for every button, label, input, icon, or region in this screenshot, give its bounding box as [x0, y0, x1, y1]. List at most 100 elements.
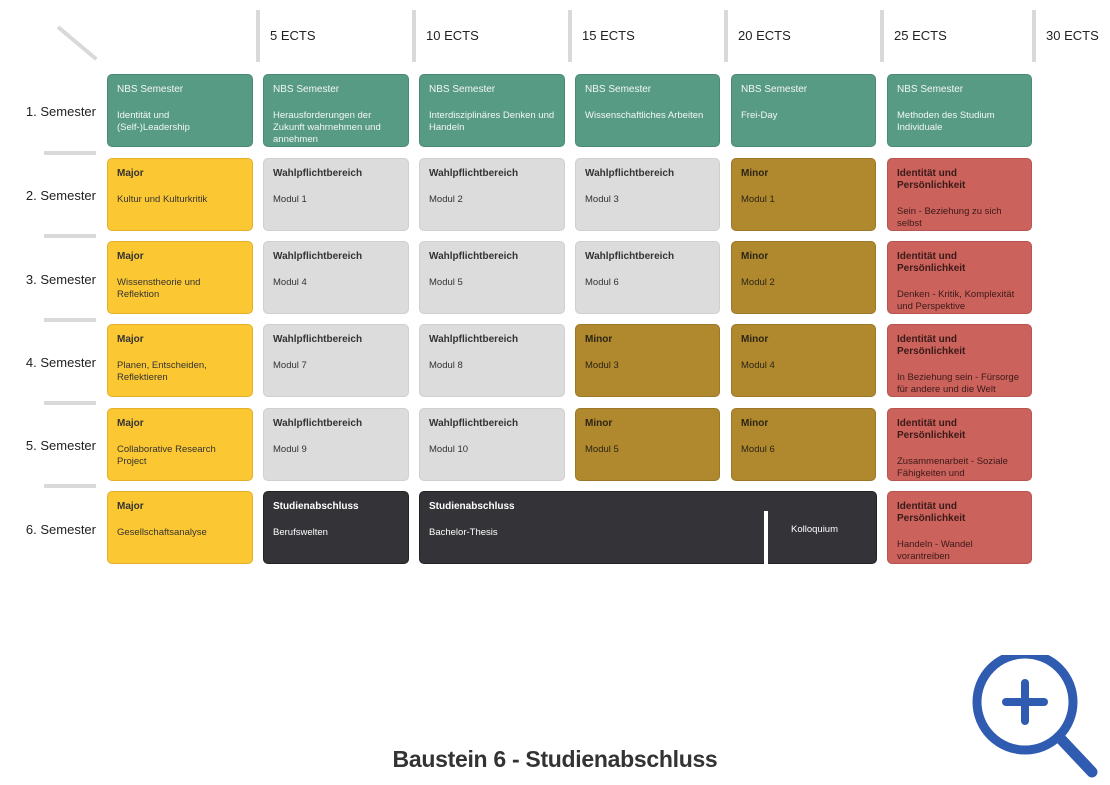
- module-subtitle: Wissenstheorie und Reflektion: [117, 277, 201, 300]
- module-subtitle: Handeln - Wandel vorantreiben: [897, 539, 973, 562]
- module-card[interactable]: Major Wissenstheorie und Reflektion: [107, 241, 253, 314]
- module-subtitle: Modul 7: [273, 360, 307, 371]
- row-separator: [44, 318, 96, 322]
- bachelor-thesis-card[interactable]: Studienabschluss Bachelor-Thesis: [419, 491, 877, 564]
- module-card[interactable]: Wahlpflichtbereich Modul 7: [263, 324, 409, 397]
- module-title: Wahlpflichtbereich: [273, 251, 363, 262]
- module-title: Wahlpflichtbereich: [585, 251, 675, 262]
- module-card[interactable]: Minor Modul 5: [575, 408, 720, 481]
- module-title: Minor: [741, 251, 769, 262]
- row-label-semester-1: 1. Semester: [25, 104, 96, 119]
- ects-header-25: 25 ECTS: [880, 10, 1032, 62]
- module-card[interactable]: Major Kultur und Kulturkritik: [107, 158, 253, 231]
- module-title: NBS Semester: [117, 84, 184, 95]
- module-card[interactable]: Wahlpflichtbereich Modul 2: [419, 158, 565, 231]
- page-title: Baustein 6 - Studienabschluss: [392, 746, 718, 772]
- module-subtitle: Modul 4: [741, 360, 775, 371]
- module-card[interactable]: NBS Semester Interdisziplinäres Denken un…: [419, 74, 565, 147]
- module-card[interactable]: Wahlpflichtbereich Modul 8: [419, 324, 565, 397]
- module-subtitle: Modul 4: [273, 277, 307, 288]
- module-card[interactable]: Wahlpflichtbereich Modul 9: [263, 408, 409, 481]
- module-card[interactable]: Minor Modul 4: [731, 324, 876, 397]
- module-card[interactable]: NBS Semester Frei-Day: [731, 74, 876, 147]
- module-title: Identität und Persönlichkeit: [897, 418, 966, 441]
- module-card[interactable]: Wahlpflichtbereich Modul 1: [263, 158, 409, 231]
- module-subtitle: Wissenschaftliches Arbeiten: [585, 110, 704, 121]
- module-subtitle: Modul 2: [429, 194, 463, 205]
- module-title: Wahlpflichtbereich: [429, 168, 519, 179]
- module-card[interactable]: NBS Semester Methoden des Studium Individ…: [887, 74, 1032, 147]
- module-card[interactable]: Wahlpflichtbereich Modul 10: [419, 408, 565, 481]
- row-separator: [44, 484, 96, 488]
- module-title: Wahlpflichtbereich: [273, 334, 363, 345]
- module-title: Major: [117, 168, 144, 179]
- thesis-divider: [764, 511, 768, 564]
- module-card[interactable]: Studienabschluss Berufswelten: [263, 491, 409, 564]
- module-card[interactable]: Minor Modul 6: [731, 408, 876, 481]
- module-subtitle: Modul 10: [429, 444, 469, 455]
- module-title: Wahlpflichtbereich: [429, 334, 519, 345]
- module-card[interactable]: Wahlpflichtbereich Modul 5: [419, 241, 565, 314]
- module-title: Studienabschluss: [273, 501, 359, 512]
- zoom-button[interactable]: [968, 649, 1103, 780]
- module-card[interactable]: Identität und Persönlichkeit Denken - Kri…: [887, 241, 1032, 314]
- module-card[interactable]: Wahlpflichtbereich Modul 4: [263, 241, 409, 314]
- module-subtitle: Modul 5: [585, 444, 619, 455]
- row-separator: [44, 151, 96, 155]
- module-subtitle: In Beziehung sein - Fürsorge für andere …: [897, 372, 1019, 395]
- module-subtitle: Denken - Kritik, Komplexität und Perspek…: [897, 289, 1015, 312]
- row-label-semester-3: 3. Semester: [25, 272, 96, 287]
- module-subtitle: Zusammenarbeit - Soziale Fähigkeiten und…: [897, 456, 1008, 479]
- module-title: Identität und Persönlichkeit: [897, 251, 966, 274]
- module-title: NBS Semester: [585, 84, 652, 95]
- module-card[interactable]: NBS Semester Identität und (Self-)Leaders…: [107, 74, 253, 147]
- module-subtitle: Modul 6: [585, 277, 619, 288]
- module-title: Major: [117, 251, 144, 262]
- module-title: Identität und Persönlichkeit: [897, 334, 966, 357]
- module-subtitle: Methoden des Studium Individuale: [897, 110, 995, 133]
- module-title: NBS Semester: [273, 84, 340, 95]
- module-card[interactable]: Wahlpflichtbereich Modul 3: [575, 158, 720, 231]
- module-title: Major: [117, 501, 144, 512]
- module-title: NBS Semester: [741, 84, 808, 95]
- module-subtitle: Modul 1: [273, 194, 307, 205]
- module-card[interactable]: Identität und Persönlichkeit In Beziehung…: [887, 324, 1032, 397]
- kolloquium-label[interactable]: Kolloquium: [791, 524, 838, 535]
- module-card[interactable]: Wahlpflichtbereich Modul 6: [575, 241, 720, 314]
- module-subtitle: Modul 1: [741, 194, 775, 205]
- ects-header-10: 10 ECTS: [412, 10, 568, 62]
- module-card[interactable]: Identität und Persönlichkeit Zusammenarbe…: [887, 408, 1032, 481]
- module-subtitle: Sein - Beziehung zu sich selbst: [897, 206, 1002, 229]
- row-separator: [44, 234, 96, 238]
- module-subtitle: Modul 3: [585, 194, 619, 205]
- module-card[interactable]: Major Collaborative Research Project: [107, 408, 253, 481]
- zoom-in-icon: [972, 649, 1098, 778]
- row-label-semester-2: 2. Semester: [25, 188, 96, 203]
- module-card[interactable]: Major Planen, Entscheiden, Reflektieren: [107, 324, 253, 397]
- ects-header-15: 15 ECTS: [568, 10, 724, 62]
- module-title: Minor: [741, 168, 769, 179]
- module-title: Minor: [585, 418, 613, 429]
- module-card[interactable]: Minor Modul 3: [575, 324, 720, 397]
- module-subtitle: Kultur und Kulturkritik: [117, 194, 208, 205]
- module-card[interactable]: Identität und Persönlichkeit Sein - Bezie…: [887, 158, 1032, 231]
- module-card[interactable]: NBS Semester Wissenschaftliches Arbeiten: [575, 74, 720, 147]
- module-subtitle: Gesellschaftsanalyse: [117, 527, 207, 538]
- ects-header-20: 20 ECTS: [724, 10, 880, 62]
- module-subtitle: Herausforderungen der Zukunft wahrnehmen…: [273, 110, 381, 145]
- module-subtitle: Collaborative Research Project: [117, 444, 216, 467]
- corner-diagonal: [56, 25, 98, 61]
- module-title: Major: [117, 334, 144, 345]
- module-card[interactable]: Major Gesellschaftsanalyse: [107, 491, 253, 564]
- module-title: Minor: [585, 334, 613, 345]
- module-subtitle: Modul 5: [429, 277, 463, 288]
- row-separator: [44, 401, 96, 405]
- module-card[interactable]: Minor Modul 2: [731, 241, 876, 314]
- module-card[interactable]: Minor Modul 1: [731, 158, 876, 231]
- module-card[interactable]: Identität und Persönlichkeit Handeln - Wa…: [887, 491, 1032, 564]
- module-card[interactable]: NBS Semester Herausforderungen der Zukunf…: [263, 74, 409, 147]
- ects-header-30: 30 ECTS: [1032, 10, 1108, 62]
- module-subtitle: Modul 8: [429, 360, 463, 371]
- module-title: Studienabschluss: [429, 501, 515, 512]
- module-subtitle: Bachelor-Thesis: [429, 527, 498, 538]
